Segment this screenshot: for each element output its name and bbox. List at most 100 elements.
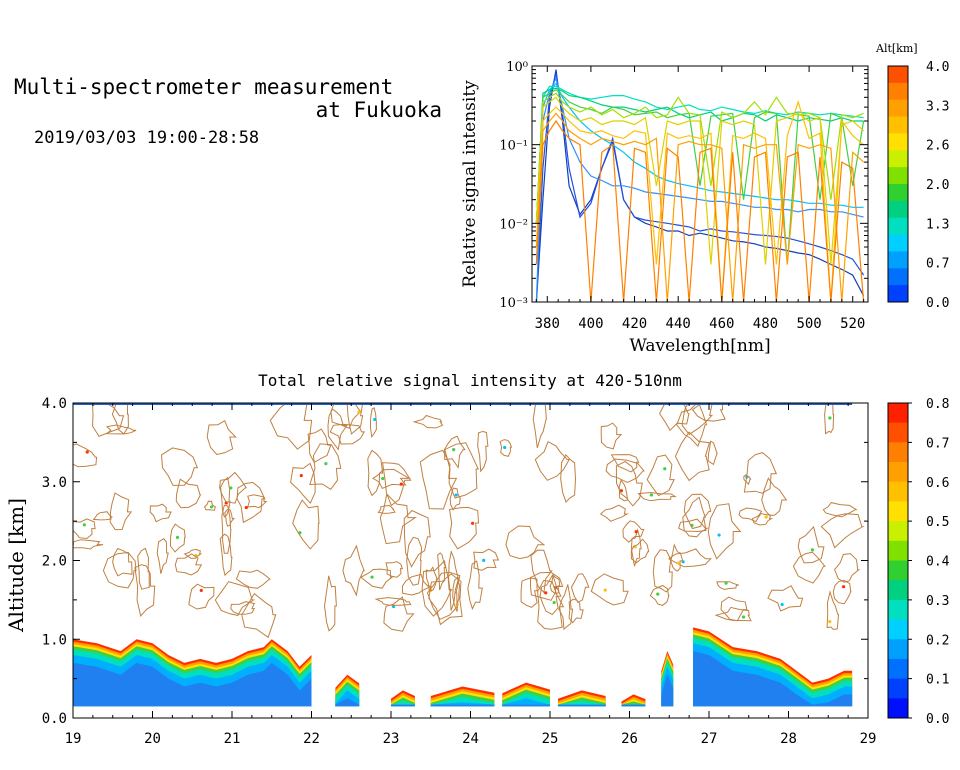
cloud-contour <box>230 601 256 615</box>
cloud-contour <box>327 408 348 451</box>
spectrum-x-tick-label: 460 <box>709 316 734 332</box>
cloud-contour <box>610 454 640 473</box>
cloud-speck <box>454 493 458 497</box>
intensity-colorbar-swatch <box>888 639 908 660</box>
spectrum-x-tick-label: 440 <box>666 316 691 332</box>
heatmap-y-tick-label: 0.0 <box>42 711 67 727</box>
altitude-colorbar-swatch <box>888 99 908 118</box>
cloud-speck <box>299 473 303 478</box>
intensity-colorbar-tick-label: 0.4 <box>926 555 950 570</box>
cloud-contour <box>761 477 788 516</box>
cloud-contour <box>534 440 571 481</box>
heatmap-x-tick-label: 22 <box>303 731 320 747</box>
heatmap-y-tick-label: 2.0 <box>42 554 67 570</box>
cloud-contour <box>683 493 712 530</box>
cloud-contour <box>600 422 623 450</box>
intensity-colorbar-swatch <box>888 658 908 680</box>
cloud-contour <box>676 403 708 448</box>
spectrum-x-tick-label: 520 <box>840 316 865 332</box>
cloud-contour <box>290 462 316 505</box>
cloud-contour <box>622 520 645 543</box>
aerosol-layer-fill <box>693 651 853 707</box>
heatmap-x-tick-label: 24 <box>462 731 479 747</box>
cloud-contour <box>630 528 642 567</box>
cloud-speck <box>828 620 832 624</box>
heatmap-x-tick-label: 23 <box>383 731 400 747</box>
cloud-speck <box>482 558 486 562</box>
cloud-contour <box>743 452 778 494</box>
cloud-contour <box>467 560 483 611</box>
cloud-speck <box>764 515 768 519</box>
altitude-colorbar-swatch <box>888 82 908 101</box>
aerosol-fragment-fill <box>621 704 646 707</box>
cloud-contour <box>174 553 203 576</box>
intensity-colorbar-tick-label: 0.7 <box>926 436 949 451</box>
cloud-contour <box>149 503 172 523</box>
cloud-contour <box>367 449 384 497</box>
cloud-contour <box>473 548 500 571</box>
cloud-speck <box>780 602 784 607</box>
cloud-contour <box>412 414 444 429</box>
cloud-contour <box>372 468 411 490</box>
heatmap-y-tick-label: 3.0 <box>42 475 67 491</box>
spectrum-x-tick-label: 420 <box>622 316 647 332</box>
cloud-contour <box>824 403 835 435</box>
cloud-contour <box>374 597 412 606</box>
cloud-contour <box>360 568 394 589</box>
cloud-contour <box>448 506 480 550</box>
cloud-speck <box>373 417 377 422</box>
spectrum-y-tick-label: 10⁻³ <box>499 296 528 311</box>
cloud-speck <box>324 462 328 466</box>
spectrum-series-11 <box>535 119 865 302</box>
aerosol-fragment-fill <box>335 698 360 707</box>
cloud-contour <box>236 481 266 524</box>
cloud-contour <box>630 538 650 564</box>
cloud-contour <box>426 571 461 620</box>
cloud-speck <box>357 410 361 414</box>
altitude-colorbar-swatch <box>888 116 908 134</box>
heatmap-x-tick-label: 21 <box>224 731 241 747</box>
cloud-contour <box>91 403 125 438</box>
cloud-contour <box>767 585 804 612</box>
cloud-contour <box>206 419 237 456</box>
cloud-contour <box>241 592 277 639</box>
spectrum-y-tick-label: 10⁰ <box>506 60 528 75</box>
cloud-contour <box>452 576 461 612</box>
cloud-contour <box>822 502 858 518</box>
cloud-contour <box>716 581 739 590</box>
cloud-speck <box>370 575 374 579</box>
cloud-speck <box>663 467 667 471</box>
spectrum-x-tick-label: 480 <box>753 316 778 332</box>
cloud-contour <box>323 575 337 632</box>
spectrum-series-8 <box>535 96 865 265</box>
cloud-contour <box>834 553 861 583</box>
intensity-colorbar-swatch <box>888 678 908 699</box>
cloud-speck <box>649 493 653 497</box>
heatmap-title: Total relative signal intensity at 420-5… <box>258 371 682 390</box>
cloud-contour <box>204 500 216 511</box>
cloud-contour <box>401 573 432 596</box>
cloud-contour <box>714 606 752 622</box>
measurement-datetime: 2019/03/03 19:00-28:58 <box>34 128 260 148</box>
altitude-colorbar-swatch <box>888 200 908 219</box>
spectrum-y-tick-label: 10⁻¹ <box>499 139 528 154</box>
cloud-contour <box>539 573 562 616</box>
aerosol-layer-fill <box>73 662 312 707</box>
cloud-contour <box>112 547 133 577</box>
cloud-contour <box>137 547 150 590</box>
cloud-speck <box>544 591 548 595</box>
altitude-colorbar-tick-label: 2.0 <box>926 178 949 193</box>
cloud-speck <box>677 561 681 565</box>
cloud-contour <box>175 478 202 509</box>
cloud-contour <box>102 551 137 589</box>
cloud-contour <box>183 548 203 559</box>
altitude-colorbar-tick-label: 0.7 <box>926 257 949 272</box>
intensity-colorbar-tick-label: 0.2 <box>926 633 949 648</box>
altitude-colorbar-swatch <box>888 150 908 168</box>
cloud-contour <box>743 474 752 486</box>
cloud-speck <box>724 581 728 585</box>
cloud-contour <box>309 443 342 490</box>
intensity-colorbar-swatch <box>888 619 908 640</box>
cloud-contour <box>111 403 129 435</box>
